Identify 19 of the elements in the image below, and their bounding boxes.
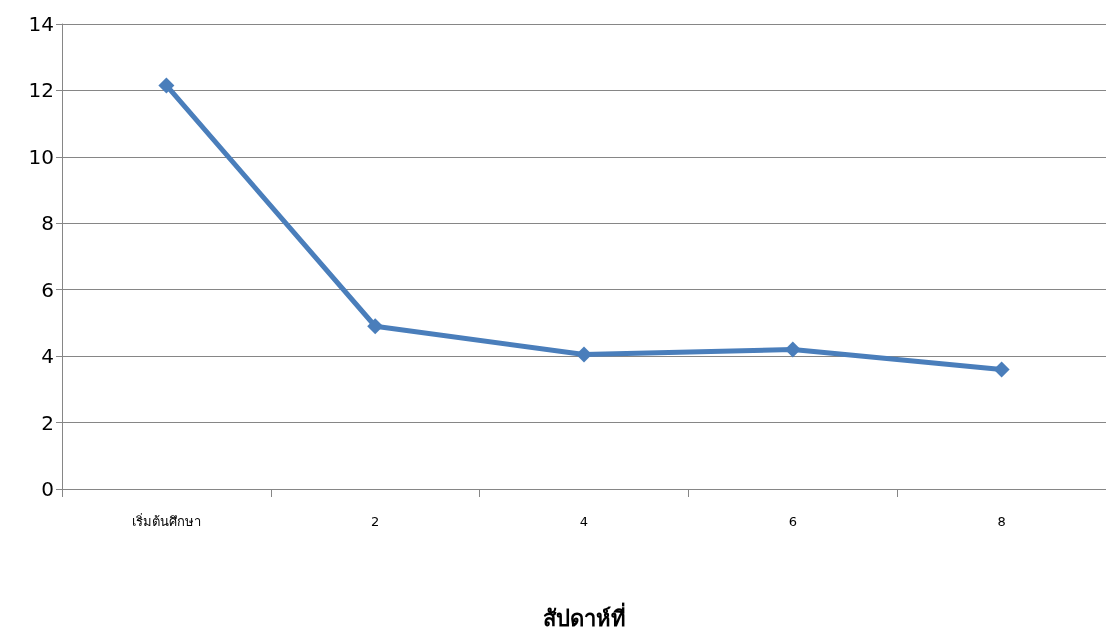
point [993,361,1010,378]
x-tick-label: 8 [997,514,1006,529]
x-tick-label: 6 [788,514,797,529]
point [784,341,801,358]
x-tick-label: 4 [579,514,589,529]
x-axis-title: สัปดาห์ที่ [542,601,626,631]
y-tick-label: 12 [28,78,54,103]
x-tick-label: เริ่มต้นศึกษา [131,513,201,529]
point [367,318,384,335]
y-tick-label: 6 [41,277,54,302]
y-tick-label: 2 [41,410,54,435]
point [158,77,175,94]
y-tick-label: 10 [28,144,54,169]
point [576,346,592,363]
y-tick-label: 8 [41,211,54,236]
y-tick-label: 4 [41,344,54,369]
y-tick-label: 0 [41,477,54,501]
x-tick-label: 2 [371,514,380,529]
y-tick-label: 14 [28,12,54,36]
